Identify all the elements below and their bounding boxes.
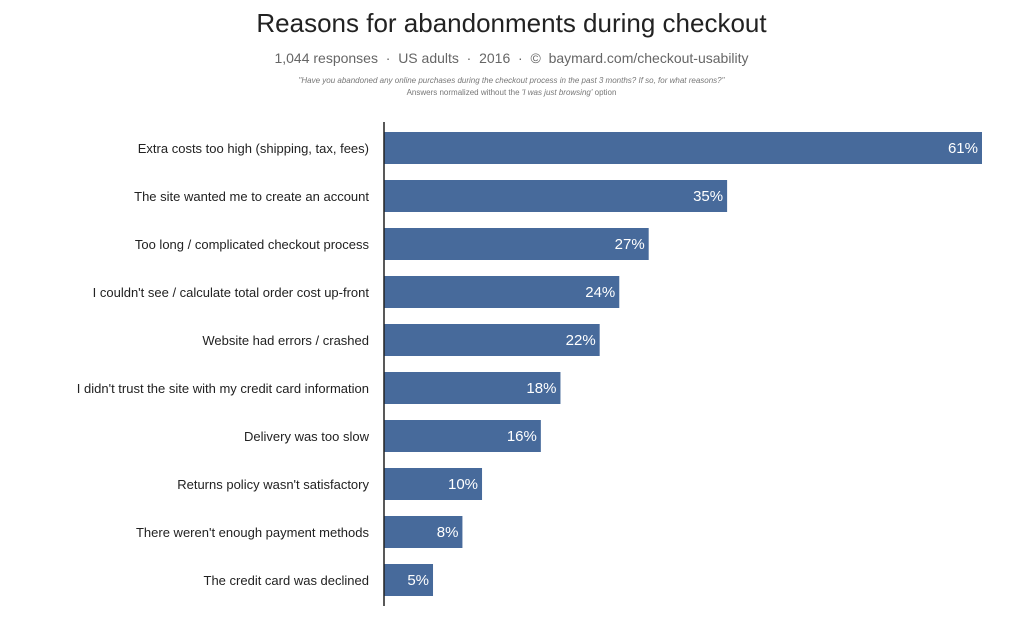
chart-subtitle: 1,044 responses · US adults · 2016 · © b…: [274, 50, 749, 66]
category-label: There weren't enough payment methods: [136, 525, 370, 540]
bar: [384, 276, 620, 308]
data-label: 35%: [693, 188, 723, 205]
bar: [384, 180, 728, 212]
bar: [384, 132, 982, 164]
data-label: 27%: [615, 236, 645, 253]
category-label: Website had errors / crashed: [202, 333, 369, 348]
bar: [384, 372, 561, 404]
data-label: 16%: [507, 428, 537, 445]
category-label: Delivery was too slow: [244, 429, 370, 444]
category-label: The credit card was declined: [204, 573, 369, 588]
category-label: Extra costs too high (shipping, tax, fee…: [138, 141, 369, 156]
chart-title: Reasons for abandonments during checkout: [256, 8, 767, 38]
note-suffix: option: [592, 88, 617, 97]
category-label: Returns policy wasn't satisfactory: [177, 477, 369, 492]
category-label: Too long / complicated checkout process: [135, 237, 370, 252]
category-label: I didn't trust the site with my credit c…: [77, 381, 369, 396]
bar: [384, 516, 463, 548]
bar: [384, 564, 434, 596]
data-label: 10%: [448, 476, 478, 493]
chart-note: Answers normalized without the 'I was ju…: [0, 88, 1023, 97]
category-label: The site wanted me to create an account: [134, 189, 369, 204]
bar: [384, 228, 649, 260]
bar: [384, 468, 483, 500]
bar: [384, 420, 541, 452]
data-label: 5%: [407, 572, 429, 589]
data-label: 18%: [526, 380, 556, 397]
note-italic: 'I was just browsing': [521, 88, 593, 97]
note-prefix: Answers normalized without the: [406, 88, 522, 97]
data-label: 8%: [437, 524, 459, 541]
data-label: 24%: [585, 284, 615, 301]
category-label: I couldn't see / calculate total order c…: [93, 285, 370, 300]
data-label: 61%: [948, 140, 978, 157]
data-label: 22%: [566, 332, 596, 349]
bar: [384, 324, 600, 356]
survey-question: "Have you abandoned any online purchases…: [298, 76, 725, 85]
